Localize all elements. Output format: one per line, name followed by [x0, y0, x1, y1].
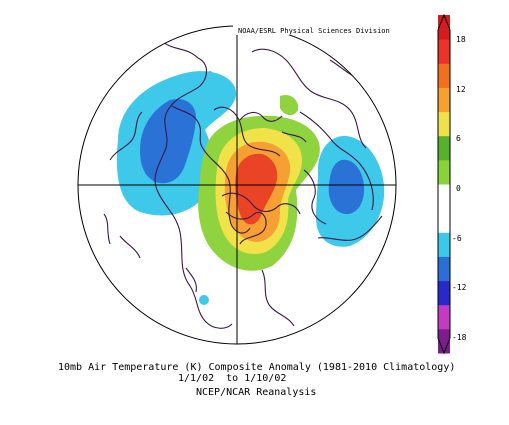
cold-anomaly-west-core — [140, 98, 196, 184]
colorbar-tick-label: 12 — [456, 84, 466, 94]
colorbar-segment — [438, 39, 450, 64]
anomaly-field — [103, 39, 385, 329]
warm-anomaly-core — [235, 153, 278, 225]
colorbar-segment — [438, 232, 450, 257]
colorbar-segment — [438, 280, 450, 306]
coastlines — [103, 39, 383, 329]
crosshair — [78, 26, 396, 344]
colorbar-segment — [438, 208, 450, 233]
colorbar-segment — [438, 159, 450, 185]
cold-anomaly-spot — [199, 295, 209, 305]
credit-box — [233, 24, 399, 35]
cold-anomaly-spot-north — [207, 71, 213, 77]
colorbar-segment — [438, 135, 450, 161]
credit-label: NOAA/ESRL Physical Sciences Division — [238, 27, 390, 35]
colorbar-segment — [438, 328, 450, 354]
date-range: 1/1/02 to 1/10/02 — [178, 373, 287, 384]
colorbar-tick-label: 18 — [456, 35, 466, 44]
data-source: NCEP/NCAR Reanalysis — [196, 387, 317, 398]
colorbar-segment — [438, 304, 450, 330]
colorbar-segment — [438, 63, 450, 88]
colorbar-segment — [438, 184, 450, 209]
colorbar-tick-label: -12 — [452, 283, 467, 293]
figure-title: 10mb Air Temperature (K) Composite Anoma… — [58, 362, 456, 373]
colorbar-segment — [438, 87, 450, 113]
colorbar-tick-label: 0 — [456, 184, 461, 193]
colorbar-tick-label: -6 — [452, 233, 462, 243]
warm-anomaly-green-north — [280, 94, 299, 116]
colorbar — [437, 14, 451, 354]
colorbar-tick-label: 6 — [456, 134, 461, 144]
cold-anomaly-east-core — [328, 159, 365, 215]
colorbar-tick-label: -18 — [452, 333, 467, 342]
colorbar-segment — [438, 256, 450, 282]
colorbar-segment — [438, 15, 450, 40]
colorbar-segment — [438, 111, 450, 137]
